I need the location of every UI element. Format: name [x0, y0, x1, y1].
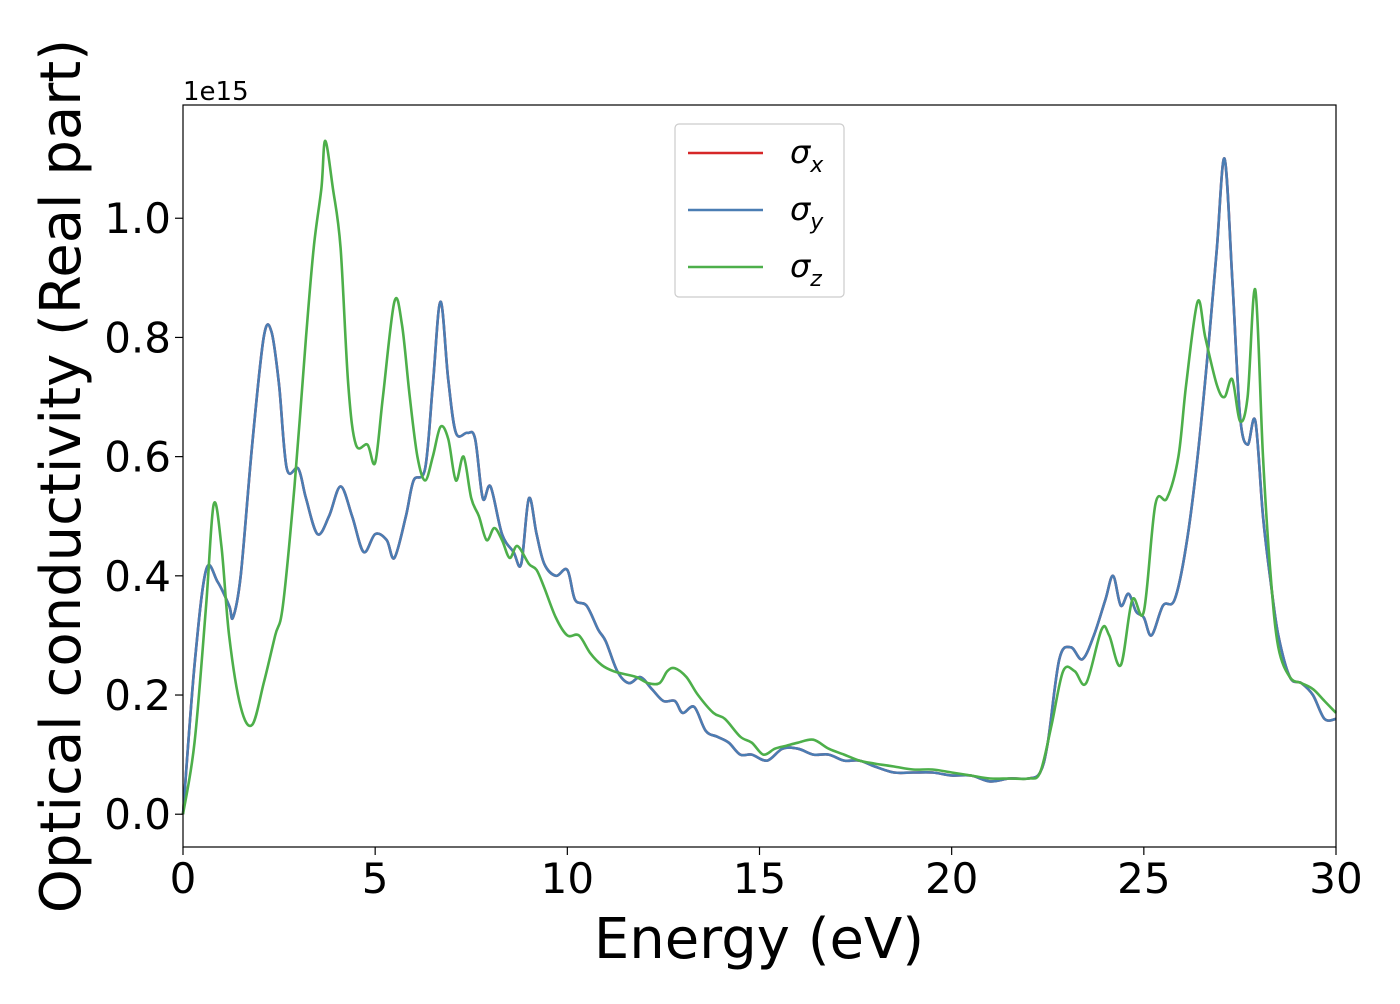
- x-tick-label: 10: [541, 854, 594, 903]
- y-tick-label: 1.0: [104, 194, 171, 243]
- x-axis-ticks: 0 5 10 15 20 25 30: [170, 847, 1363, 903]
- series-layer: [181, 139, 1337, 815]
- y-axis-ticks: 0.0 0.2 0.4 0.6 0.8 1.0: [104, 194, 183, 839]
- x-axis-label: Energy (eV): [594, 907, 924, 972]
- x-tick-label: 15: [733, 854, 786, 903]
- x-tick-label: 5: [362, 854, 389, 903]
- series-line-y: [181, 157, 1337, 815]
- y-tick-label: 0.2: [104, 671, 171, 720]
- y-tick-label: 0.0: [104, 790, 171, 839]
- series-line-z: [181, 139, 1337, 815]
- x-tick-label: 25: [1117, 854, 1170, 903]
- x-tick-label: 0: [170, 854, 197, 903]
- x-tick-label: 30: [1309, 854, 1362, 903]
- y-tick-label: 0.4: [104, 552, 171, 601]
- y-tick-label: 0.8: [104, 313, 171, 362]
- y-axis-label: Optical conductivity (Real part): [29, 39, 94, 913]
- y-tick-label: 0.6: [104, 433, 171, 482]
- legend-label-z: σz: [790, 247, 822, 292]
- x-tick-label: 20: [925, 854, 978, 903]
- legend-label-x: σx: [790, 133, 824, 178]
- offset-text: 1e15: [183, 77, 249, 107]
- legend-label-y: σy: [790, 190, 824, 235]
- legend: σx σy σz: [674, 123, 845, 298]
